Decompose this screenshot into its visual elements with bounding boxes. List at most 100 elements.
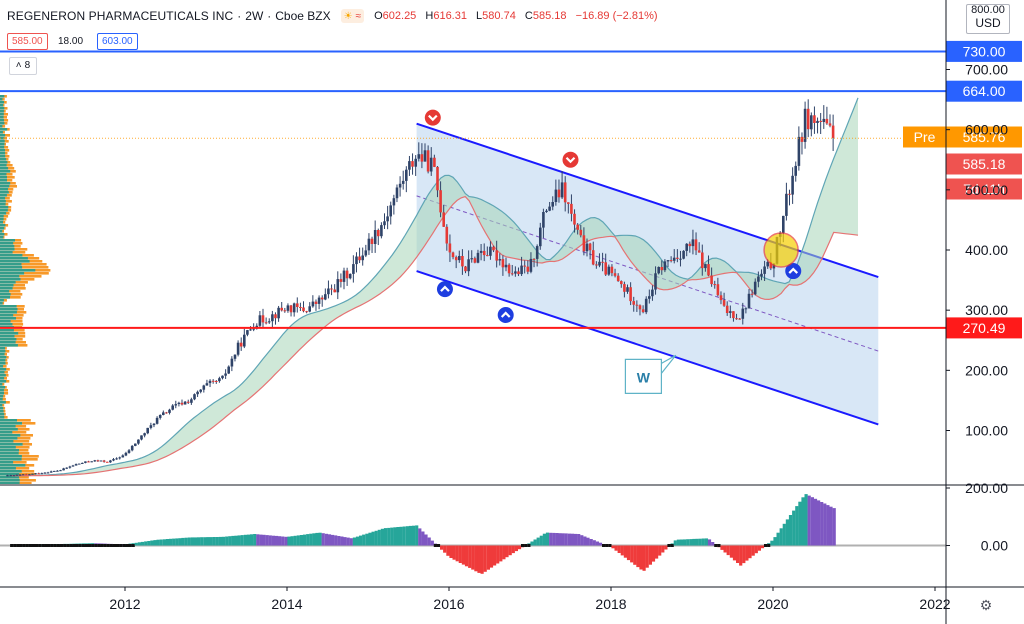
oscillator-squeeze-dot — [13, 544, 17, 547]
volume-profile-bar — [0, 236, 4, 239]
oscillator-squeeze-dot — [56, 544, 60, 547]
oscillator-squeeze-dot — [106, 544, 110, 547]
candle-up — [535, 246, 539, 259]
oscillator-bar — [383, 528, 388, 546]
candle-up — [364, 250, 368, 256]
oscillator-bar — [502, 545, 506, 560]
ask-price[interactable]: 603.00 — [97, 33, 138, 50]
oscillator-bar — [262, 534, 266, 546]
candle-down — [96, 460, 100, 462]
candle-up — [753, 281, 757, 295]
oscillator-bar — [315, 532, 319, 546]
oscillator-bar — [412, 525, 416, 546]
candle-up — [342, 270, 346, 282]
candle-up — [84, 461, 87, 463]
oscillator-bar — [776, 532, 780, 546]
bid-price[interactable]: 585.00 — [7, 33, 48, 50]
volume-profile-bar — [0, 359, 6, 362]
chevron-up-icon — [788, 267, 799, 274]
volume-profile-bar — [0, 107, 5, 110]
oscillator-bar — [147, 541, 151, 546]
oscillator-squeeze-dot — [521, 544, 525, 547]
candle-up — [146, 427, 149, 434]
oscillator-squeeze-dot — [44, 544, 48, 547]
volume-profile-bar — [0, 299, 4, 302]
oscillator-bar — [505, 545, 509, 558]
candle-up — [224, 373, 227, 376]
candle-down — [523, 265, 526, 267]
volume-profile-bar — [0, 437, 18, 440]
volume-profile-bar — [0, 458, 22, 461]
candle-up — [93, 460, 97, 462]
candle-up — [208, 380, 212, 384]
currency-selector[interactable]: 800.00 USD — [966, 4, 1010, 34]
candle-down — [532, 258, 536, 260]
oscillator-bar — [701, 538, 705, 546]
oscillator-bar — [810, 497, 814, 546]
volume-profile-bar — [0, 230, 3, 233]
candle-up — [155, 417, 159, 424]
oscillator-bar — [630, 545, 634, 563]
volume-profile-bar — [0, 257, 28, 260]
oscillator-bar — [539, 535, 543, 546]
oscillator-squeeze-dot — [28, 544, 32, 547]
low-value: 580.74 — [482, 10, 516, 22]
candle-down — [280, 307, 283, 311]
volume-profile-bar — [0, 305, 17, 308]
volume-profile-bar — [0, 209, 8, 212]
interval-label[interactable]: 2W — [245, 9, 264, 23]
oscillator-bar — [633, 545, 637, 565]
oscillator-squeeze-dot — [72, 544, 76, 547]
candle-up — [417, 154, 421, 159]
oscillator-squeeze-dot — [717, 544, 721, 547]
candle-up — [741, 308, 745, 319]
oscillator-bar — [486, 545, 490, 570]
gear-icon[interactable]: ⚙ — [979, 597, 993, 613]
volume-profile-bar — [0, 443, 23, 446]
candle-down — [211, 380, 215, 382]
candle-up — [74, 464, 78, 466]
oscillator-bar — [661, 545, 665, 553]
volume-profile-bar — [0, 173, 7, 176]
oscillator-bar — [144, 541, 148, 546]
volume-profile-bar — [0, 368, 7, 371]
candle-up — [292, 303, 296, 313]
candle-up — [401, 180, 405, 184]
candle-down — [448, 243, 452, 253]
candle-down — [579, 229, 583, 236]
volume-profile-bar — [0, 434, 21, 437]
volume-profile-bar — [0, 431, 13, 434]
candle-up — [56, 470, 59, 472]
session-indicator[interactable]: ☀ ≈ — [340, 9, 365, 23]
oscillator-squeeze-dot — [19, 544, 23, 547]
oscillator-bar — [237, 535, 241, 546]
oscillator-bar — [368, 532, 372, 546]
oscillator-bar — [760, 545, 765, 549]
oscillator-bar — [726, 545, 730, 556]
candle-up — [286, 305, 290, 311]
sell-signal-icon — [424, 109, 441, 126]
volume-profile-bar — [0, 263, 22, 266]
ma-cloud-lower — [11, 195, 859, 477]
oscillator-bar — [274, 535, 279, 546]
symbol-name[interactable]: REGENERON PHARMACEUTICALS INC — [7, 9, 234, 23]
volume-profile-bar — [0, 440, 30, 443]
highlight-circle — [763, 232, 799, 268]
axis-top-partial: 800.00 — [971, 5, 1005, 16]
oscillator-squeeze-dot — [767, 544, 771, 547]
volume-profile-bar — [0, 233, 5, 236]
candle-down — [573, 213, 576, 225]
oscillator-bar — [474, 545, 478, 572]
candle-up — [685, 243, 688, 251]
indicators-toggle[interactable]: ˄ 8 — [9, 57, 37, 75]
oscillator-bar — [471, 545, 475, 570]
candle-down — [632, 301, 635, 305]
oscillator-bar — [493, 545, 497, 566]
candle-up — [489, 246, 492, 256]
candle-down — [24, 474, 28, 476]
candle-down — [299, 307, 302, 308]
candle-up — [190, 399, 193, 403]
oscillator-bar — [327, 534, 332, 546]
candle-down — [788, 193, 791, 195]
